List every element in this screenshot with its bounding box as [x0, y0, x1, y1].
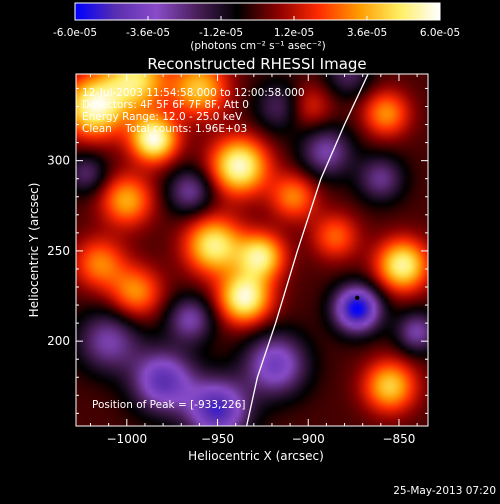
x-tick-label: −850 [382, 432, 415, 446]
solar-limb [245, 73, 369, 427]
colorbar-ticks: -6.0e-05 -3.6e-05 -1.2e-05 1.2e-05 3.6e-05 6.… [53, 16, 460, 39]
peak-position: Position of Peak = [-933,226] [92, 399, 246, 411]
x-tick-label: −950 [201, 432, 234, 446]
clean-counts: Clean Total counts: 1.96E+03 [82, 123, 247, 135]
x-tick-label: −900 [292, 432, 325, 446]
y-axis-label: Heliocentric Y (arcsec) [27, 183, 41, 318]
colorbar-unit-label: (photons cm⁻² s⁻¹ asec⁻²) [190, 40, 325, 52]
timestamp: 25-May-2013 07:20 [393, 485, 496, 497]
plot-frame [75, 73, 429, 427]
colorbar-tick-label: -6.0e-05 [53, 27, 97, 39]
colorbar-tick-label: 3.6e-05 [347, 27, 387, 39]
colorbar-tick-label: -1.2e-05 [199, 27, 243, 39]
y-tick-label: 200 [47, 334, 70, 348]
heatmap [76, 74, 428, 426]
chart-title: Reconstructed RHESSI Image [147, 55, 366, 73]
colorbar-frame [74, 2, 441, 21]
peak-marker [355, 295, 360, 301]
detectors: Detectors: 4F 5F 6F 7F 8F, Att 0 [82, 99, 249, 111]
energy-range: Energy Range: 12.0 - 25.0 keV [82, 111, 243, 123]
colorbar-tick-label: 6.0e-05 [420, 27, 460, 39]
colorbar: -6.0e-05 -3.6e-05 -1.2e-05 1.2e-05 3.6e-05 6.… [53, 2, 460, 52]
colorbar-gradient [75, 3, 440, 20]
y-tick-label: 300 [47, 154, 70, 168]
info-overlay: 12-Jul-2003 11:54:58.000 to 12:00:58.000… [82, 87, 305, 411]
y-tick-label: 250 [47, 244, 70, 258]
x-tick-label: −1000 [107, 432, 148, 446]
time-range: 12-Jul-2003 11:54:58.000 to 12:00:58.000 [82, 87, 305, 99]
plot-area: −1000 −950 −900 −850 200 250 300 [47, 73, 429, 446]
colorbar-tick-label: 1.2e-05 [274, 27, 314, 39]
axis-ticks: −1000 −950 −900 −850 200 250 300 [47, 74, 428, 446]
x-axis-label: Heliocentric X (arcsec) [188, 449, 324, 463]
colorbar-tick-label: -3.6e-05 [126, 27, 170, 39]
